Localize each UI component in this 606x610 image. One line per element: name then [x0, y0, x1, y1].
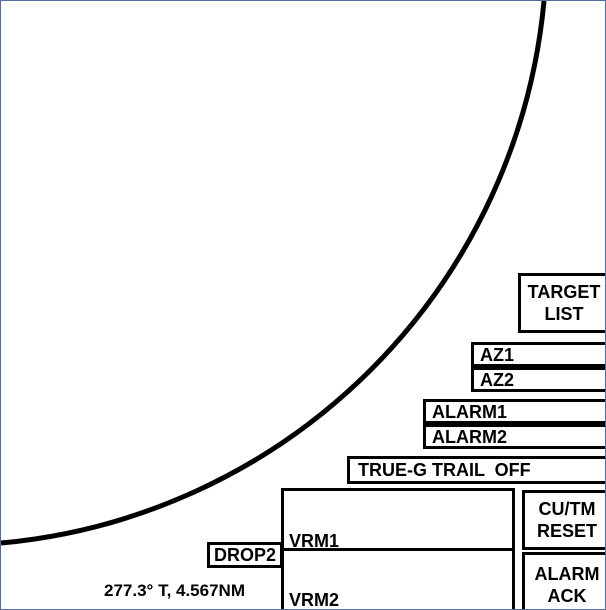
true-g-trail-button[interactable]: TRUE-G TRAIL OFF	[347, 456, 605, 484]
alarm1-button[interactable]: ALARM1	[423, 399, 605, 424]
az1-button[interactable]: AZ1	[471, 342, 605, 367]
cu-tm-reset-label: CU/TM RESET	[536, 499, 597, 541]
vrm-divider	[281, 548, 515, 551]
drop2-label: DROP2	[214, 545, 277, 565]
alarm2-label: ALARM2	[432, 426, 507, 447]
drop2-button[interactable]: DROP2	[207, 542, 283, 568]
az2-label: AZ2	[480, 369, 515, 390]
target-list-label: TARGET LIST	[527, 282, 601, 324]
alarm-ack-button[interactable]: ALARM ACK	[522, 552, 605, 609]
target-list-button[interactable]: TARGET LIST	[518, 273, 605, 333]
alarm1-label: ALARM1	[432, 401, 507, 422]
true-g-trail-label: TRUE-G TRAIL OFF	[358, 460, 531, 480]
az1-label: AZ1	[480, 344, 515, 365]
alarm2-button[interactable]: ALARM2	[423, 424, 605, 449]
vrm1-label[interactable]: VRM1	[289, 531, 340, 551]
cu-tm-reset-button[interactable]: CU/TM RESET	[522, 490, 605, 550]
cursor-position-readout: 277.3° T, 4.567NM	[104, 581, 245, 600]
vrm2-label[interactable]: VRM2	[289, 590, 340, 610]
az2-button[interactable]: AZ2	[471, 367, 605, 392]
alarm-ack-label: ALARM ACK	[534, 564, 600, 606]
